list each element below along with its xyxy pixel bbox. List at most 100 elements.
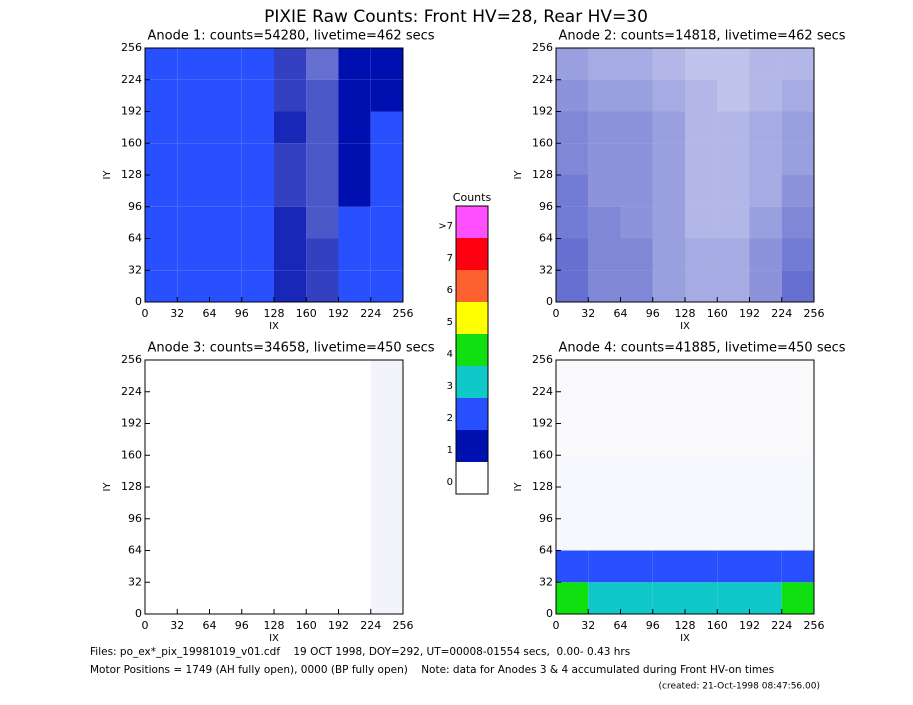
heat-cell <box>370 455 403 487</box>
heat-cell <box>241 175 274 207</box>
heat-cell <box>653 392 685 424</box>
heat-cell <box>306 143 339 175</box>
heat-cell <box>653 360 685 392</box>
y-tick-label: 128 <box>532 168 553 181</box>
colorbar-swatch <box>456 270 488 302</box>
heat-cell <box>781 143 814 175</box>
heat-cell <box>652 143 685 175</box>
y-tick-label: 192 <box>532 105 553 118</box>
heat-cell <box>652 238 685 271</box>
heat-cell <box>652 550 685 583</box>
heat-cell <box>209 175 242 207</box>
y-tick-label: 32 <box>539 263 553 276</box>
x-tick-label: 256 <box>804 307 825 320</box>
heat-cell <box>782 392 814 424</box>
heat-cell <box>750 392 782 424</box>
heat-cell <box>177 270 210 302</box>
heat-cell <box>717 206 750 239</box>
heat-cell <box>588 238 621 271</box>
heat-cell <box>177 175 210 207</box>
heat-cell <box>750 519 782 551</box>
heat-cell <box>177 79 210 112</box>
x-tick-label: 64 <box>203 307 217 320</box>
heat-cell <box>749 48 782 80</box>
heat-cell <box>306 175 339 207</box>
heat-cell <box>717 582 750 614</box>
heat-cell <box>621 519 653 551</box>
heat-cell <box>370 206 403 239</box>
colorbar-label: 2 <box>447 413 453 424</box>
heat-cell <box>241 79 274 112</box>
heat-cell <box>556 175 589 207</box>
heat-cell <box>306 238 339 271</box>
x-tick-label: 32 <box>581 619 595 632</box>
y-tick-label: 192 <box>532 417 553 430</box>
heat-cell <box>588 360 620 392</box>
heat-cell <box>621 424 653 456</box>
colorbar-swatch <box>456 334 488 366</box>
heat-cell <box>685 424 717 456</box>
heat-cell <box>370 360 403 392</box>
x-tick-label: 96 <box>235 307 249 320</box>
x-tick-label: 32 <box>170 619 184 632</box>
heat-cell <box>209 143 242 175</box>
heat-cell <box>145 175 178 207</box>
x-tick-label: 192 <box>739 619 760 632</box>
heat-cell <box>717 270 750 302</box>
heat-cell <box>685 111 718 144</box>
x-tick-label: 0 <box>553 619 560 632</box>
colorbar-label: 1 <box>447 445 453 456</box>
y-tick-label: 64 <box>539 232 553 245</box>
x-tick-label: 128 <box>675 307 696 320</box>
heat-cell <box>338 270 371 302</box>
heat-cell <box>781 238 814 271</box>
colorbar-label: 4 <box>447 349 453 360</box>
x-tick-label: 64 <box>614 307 628 320</box>
colorbar-swatch <box>456 462 488 494</box>
heat-cell <box>556 519 588 551</box>
heat-cell <box>620 143 653 175</box>
heat-cell <box>717 519 749 551</box>
x-axis-label: IX <box>680 321 690 332</box>
heat-cell <box>717 424 749 456</box>
heat-cell <box>685 143 718 175</box>
heat-cell <box>274 270 307 302</box>
heat-cell <box>209 48 242 80</box>
heat-cell <box>209 79 242 112</box>
y-tick-label: 128 <box>532 480 553 493</box>
heat-cell <box>717 487 749 519</box>
x-tick-label: 224 <box>360 307 381 320</box>
heat-cell <box>620 111 653 144</box>
heat-cell <box>717 455 749 487</box>
heat-cell <box>588 111 621 144</box>
heat-cell <box>685 48 718 80</box>
heat-cell <box>177 206 210 239</box>
y-tick-label: 256 <box>121 41 142 54</box>
x-axis-label: IX <box>269 633 279 644</box>
y-tick-label: 64 <box>128 544 142 557</box>
heat-cell <box>306 48 339 80</box>
y-tick-label: 32 <box>128 263 142 276</box>
y-tick-label: 96 <box>539 512 553 525</box>
heat-cell <box>782 424 814 456</box>
x-tick-label: 192 <box>328 619 349 632</box>
panel-title: Anode 4: counts=41885, livetime=450 secs <box>558 341 845 356</box>
heat-cell <box>588 270 621 302</box>
heat-cell <box>370 79 403 112</box>
colorbar-label: 7 <box>447 253 453 264</box>
heat-cell <box>653 519 685 551</box>
heat-cell <box>588 487 620 519</box>
colorbar-frame <box>455 205 489 495</box>
heat-cell <box>370 111 403 144</box>
y-tick-label: 32 <box>539 575 553 588</box>
heat-cell <box>781 206 814 239</box>
heat-cell <box>652 111 685 144</box>
heat-cell <box>145 48 178 80</box>
heat-cell <box>620 238 653 271</box>
heat-cell <box>685 175 718 207</box>
y-tick-label: 96 <box>128 512 142 525</box>
y-tick-label: 32 <box>128 575 142 588</box>
heat-cell <box>556 582 589 614</box>
y-axis-label: IY <box>102 482 113 492</box>
y-tick-label: 256 <box>532 353 553 366</box>
